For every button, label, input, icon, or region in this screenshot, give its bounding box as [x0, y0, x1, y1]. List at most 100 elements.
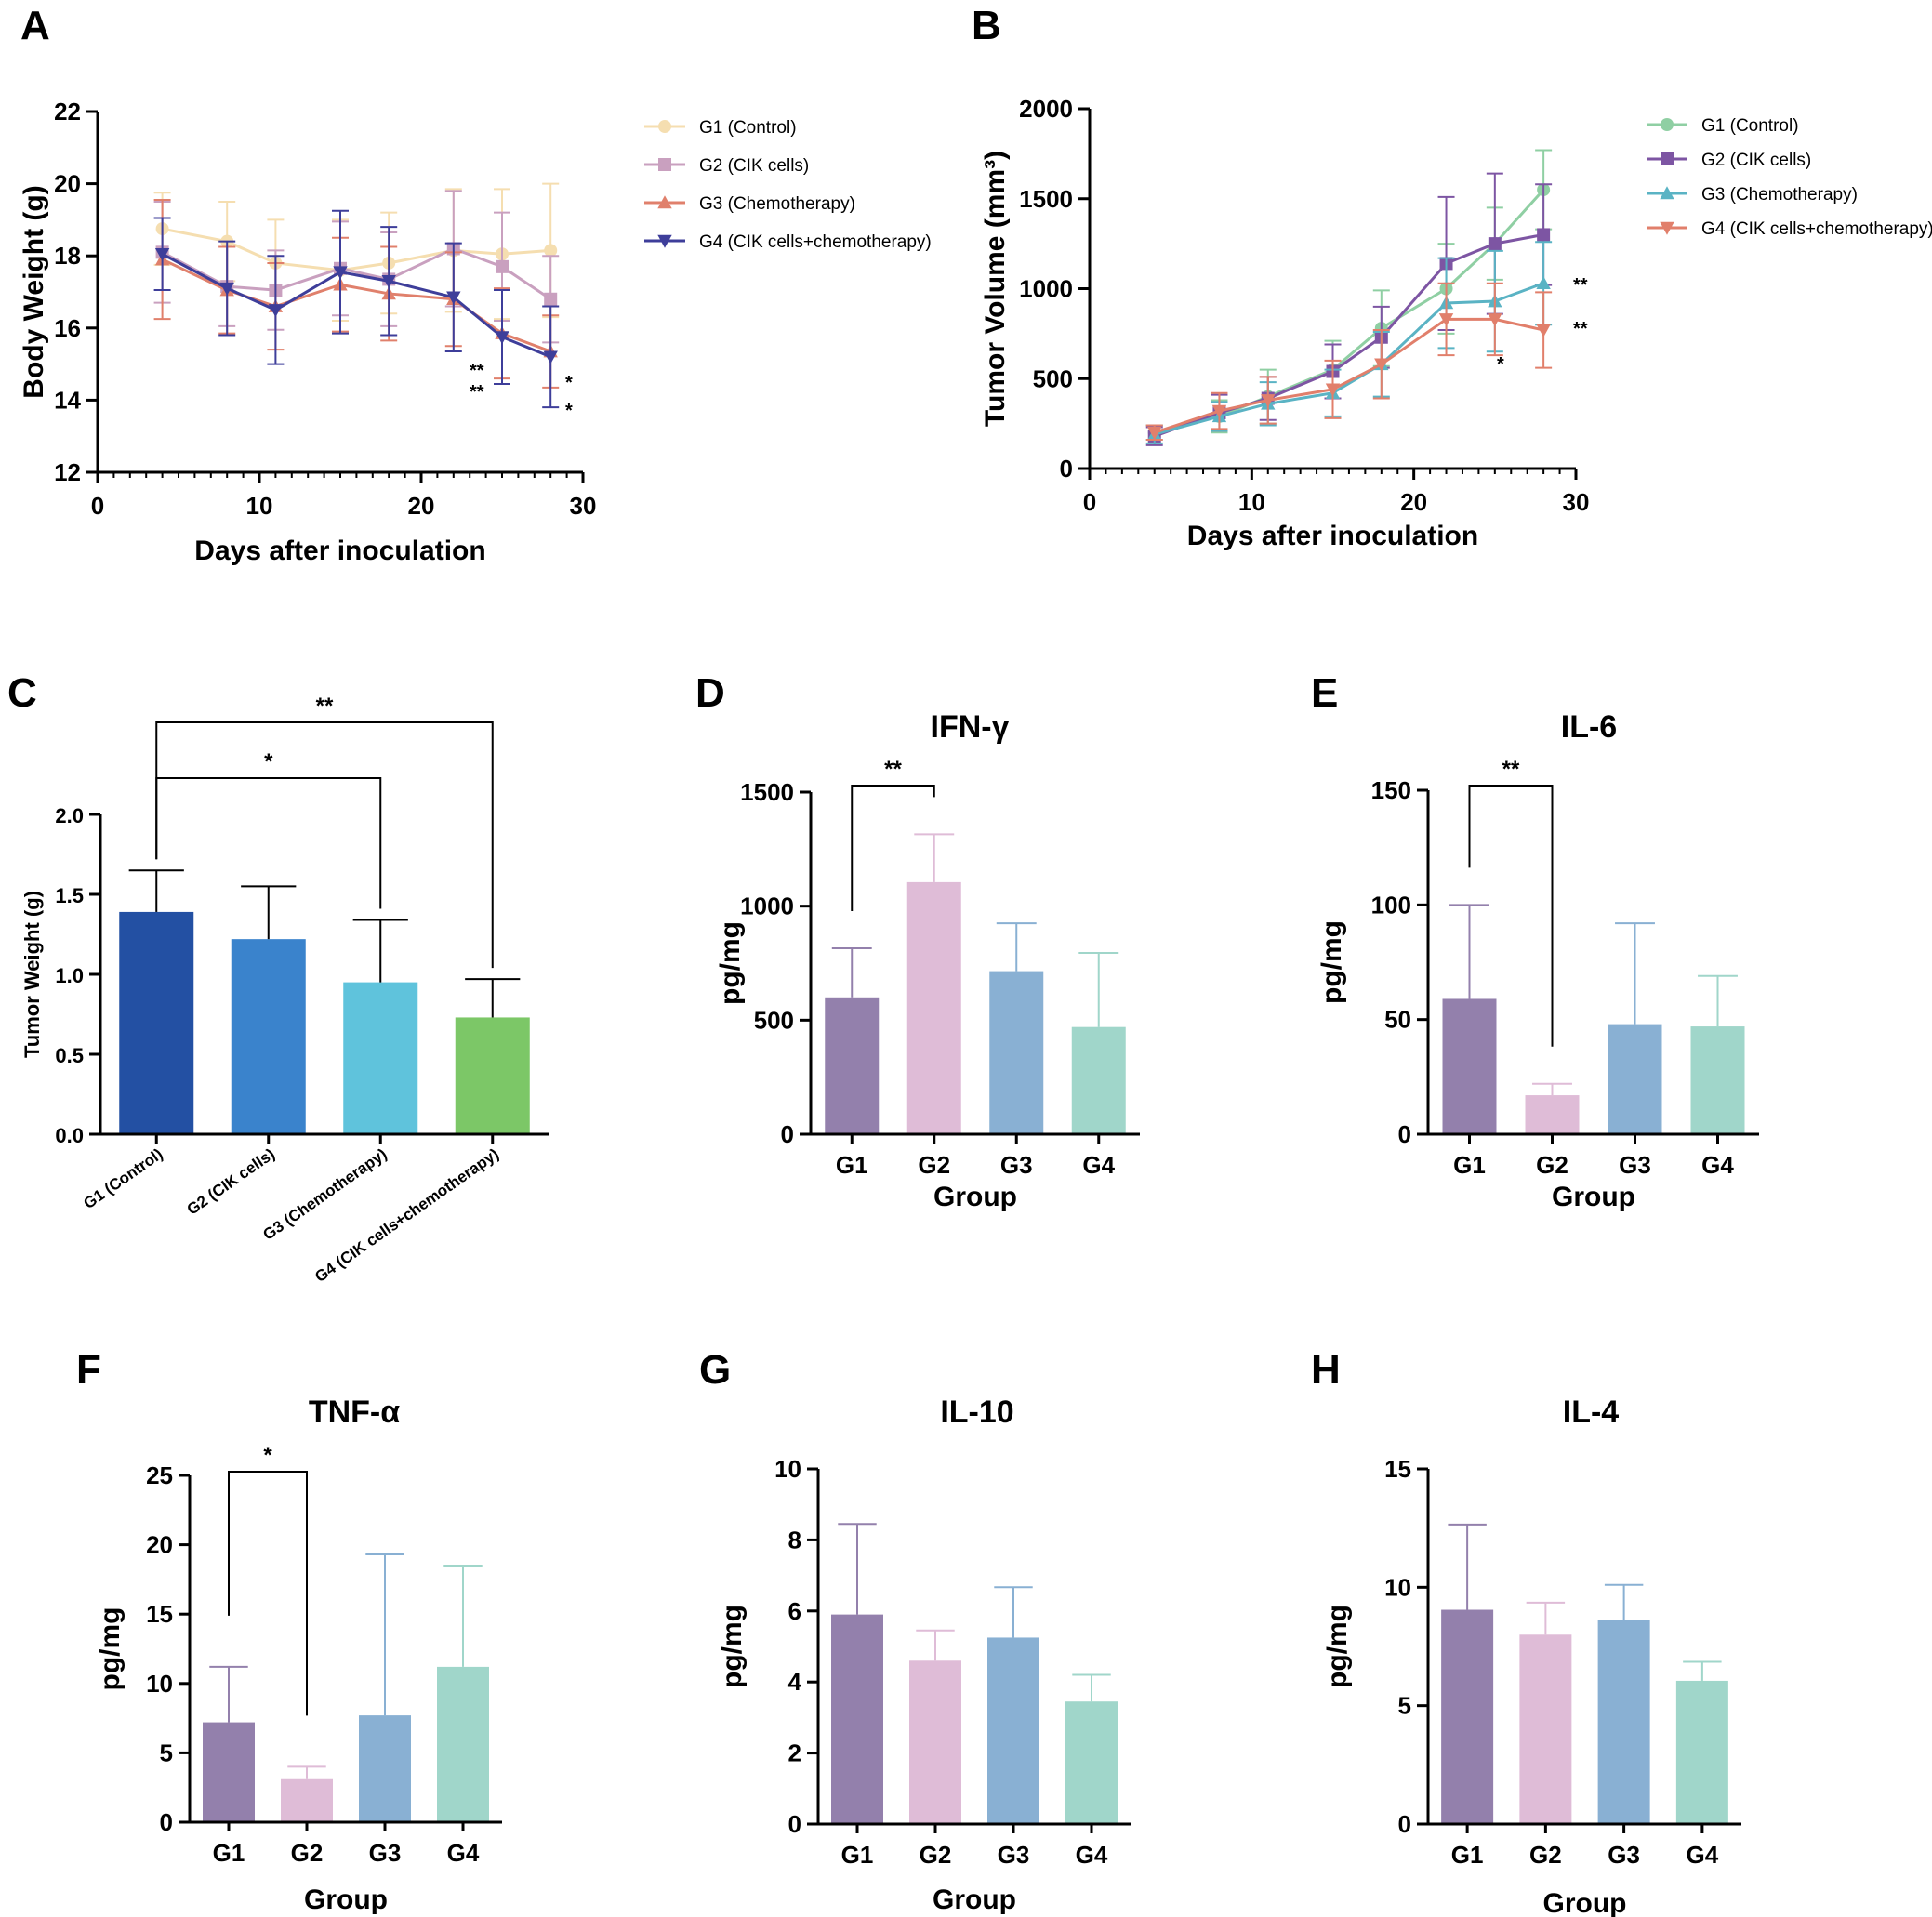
chart-title: IL-6 [1561, 709, 1617, 745]
x-tick-label: G1 [836, 1151, 868, 1179]
legend-marker [1660, 186, 1674, 200]
y-axis-title: pg/mg [715, 921, 746, 1005]
panel-a: A 0 10 20 30 12 14 16 18 20 22 Days after inoculati… [19, 3, 932, 566]
legend-label: G1 (Control) [699, 118, 797, 138]
significance-label: ** [316, 694, 334, 719]
data-point [446, 291, 461, 305]
x-tick-label: 10 [1238, 488, 1265, 516]
y-axis-title: Tumor Weight (g) [20, 891, 44, 1058]
y-tick-label: 2 [788, 1739, 801, 1767]
y-tick-label: 8 [788, 1526, 801, 1553]
x-axis-title: Days after inoculation [194, 535, 485, 566]
panel-e: E IL-6 0 50 100 150 G1 G2 G3 G4 Group pg/mg ** [1311, 670, 1759, 1212]
x-tick-label: G1 (Control) [80, 1145, 165, 1212]
significance-label: * [565, 373, 573, 393]
x-tick-label: G1 [1453, 1151, 1486, 1179]
series-4 [1145, 282, 1553, 442]
series-2 [1145, 172, 1553, 446]
x-tick-label: G1 [1451, 1841, 1484, 1869]
y-tick-label: 5 [1398, 1692, 1411, 1720]
y-tick-label: 100 [1371, 891, 1411, 919]
y-tick-label: 20 [146, 1531, 173, 1559]
y-tick-label: 500 [754, 1006, 794, 1034]
significance-bracket [155, 721, 494, 969]
y-tick-label: 1.5 [55, 884, 84, 907]
legend-label: G1 (Control) [1701, 116, 1799, 136]
data-point [543, 350, 558, 364]
x-axis-title: Group [1552, 1182, 1635, 1212]
panel-g: G IL-10 0 2 4 6 8 10 G1 G2 G3 G4 Group pg/mg [699, 1347, 1131, 1915]
x-tick-label: G3 [1619, 1151, 1651, 1179]
significance-label: ** [1573, 319, 1588, 339]
significance-label: ** [1502, 757, 1520, 782]
bar [203, 1722, 255, 1822]
bar [831, 1614, 883, 1824]
significance-label: ** [1573, 275, 1588, 296]
data-point [544, 244, 558, 258]
series-3 [1145, 241, 1553, 444]
legend-marker [658, 120, 671, 133]
y-axis-title: pg/mg [1317, 920, 1347, 1004]
bar [281, 1778, 333, 1822]
data-point [1536, 275, 1551, 289]
y-tick-label: 2.0 [55, 804, 84, 827]
series-4 [153, 209, 560, 409]
legend-item: G3 (Chemotherapy) [644, 194, 855, 214]
x-axis-title: Group [304, 1884, 388, 1915]
series-1 [153, 182, 560, 323]
bar [1441, 1609, 1494, 1824]
data-point [1211, 404, 1227, 418]
panel-label: H [1311, 1347, 1341, 1393]
legend-marker [657, 195, 672, 209]
y-tick-label: 14 [54, 386, 81, 414]
legend-label: G4 (CIK cells+chemotherapy) [699, 232, 932, 252]
significance-label: ** [470, 382, 484, 403]
x-tick-label: G2 (CIK cells) [184, 1145, 278, 1219]
y-tick-label: 500 [1033, 364, 1073, 392]
x-axis-title: Group [1543, 1888, 1627, 1917]
legend-item: G4 (CIK cells+chemotherapy) [644, 232, 932, 252]
x-axis-title: Days after inoculation [1187, 521, 1478, 551]
legend-label: G4 (CIK cells+chemotherapy) [1701, 219, 1932, 239]
y-axis-title: pg/mg [717, 1605, 748, 1688]
y-tick-label: 0.5 [55, 1044, 84, 1067]
x-tick-label: G2 [291, 1839, 324, 1867]
bar [987, 1637, 1039, 1824]
x-axis-title: Group [933, 1182, 1017, 1212]
panel-label: B [972, 3, 1001, 48]
data-point [1488, 313, 1502, 327]
bar [825, 997, 880, 1134]
panel-label: D [695, 670, 725, 716]
bar [1519, 1634, 1572, 1824]
x-tick-label: G2 [920, 1841, 952, 1869]
series-line [161, 252, 551, 359]
x-tick-label: G1 [841, 1841, 874, 1869]
data-point [154, 247, 170, 261]
legend-marker [1661, 152, 1674, 165]
x-tick-label: G2 [1536, 1151, 1568, 1179]
y-tick-label: 18 [54, 242, 81, 270]
x-tick-label: G4 [1076, 1841, 1108, 1869]
data-point [1438, 313, 1454, 327]
panel-b: B 0 10 20 30 0 500 1000 1500 2000 Days after inocu… [972, 3, 1932, 551]
series-line [1154, 282, 1544, 436]
legend-marker [1661, 118, 1674, 131]
data-point [1537, 228, 1551, 242]
legend-label: G2 (CIK cells) [1701, 151, 1811, 170]
significance-label: ** [884, 757, 902, 782]
significance-label: * [263, 1443, 272, 1468]
x-tick-label: 30 [570, 492, 597, 520]
y-tick-label: 0.0 [55, 1124, 84, 1147]
y-tick-label: 150 [1371, 776, 1411, 804]
bar [1071, 1026, 1126, 1134]
data-point [1536, 324, 1551, 337]
y-tick-label: 0 [1398, 1810, 1411, 1838]
significance-label: * [264, 749, 273, 774]
x-tick-label: G3 [1000, 1151, 1033, 1179]
panel-h: H IL-4 0 5 10 15 G1 G2 G3 G4 Group pg/mg [1311, 1347, 1741, 1917]
series-3 [153, 199, 560, 389]
data-point [544, 292, 558, 306]
legend-item: G2 (CIK cells) [644, 156, 809, 176]
legend-item: G1 (Control) [644, 118, 797, 138]
